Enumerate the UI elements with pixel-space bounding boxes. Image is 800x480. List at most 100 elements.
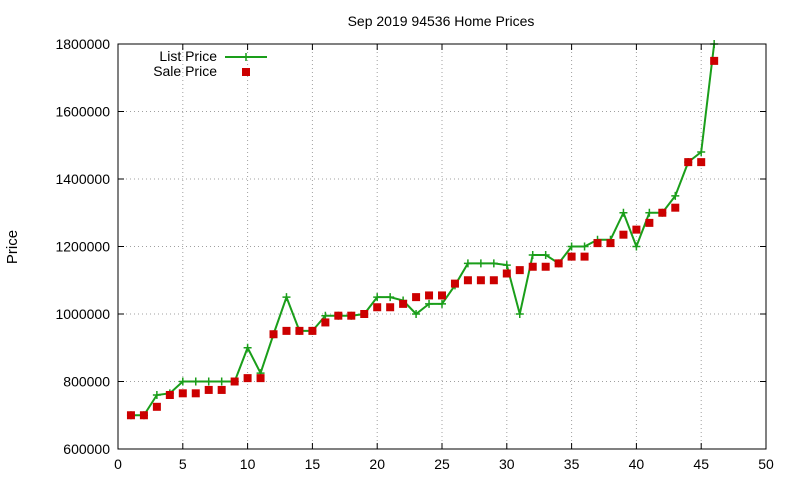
sale-price-point [243, 374, 252, 383]
list-price-point [425, 299, 434, 308]
legend-label-list-price: List Price [159, 48, 217, 64]
list-price-point [489, 259, 498, 268]
axis-ticks: 0 5 10 15 20 25 30 35 40 45 50 600000 800000 1000000 1… [55, 36, 774, 472]
list-price-point [528, 250, 537, 259]
sale-price-point [165, 391, 174, 399]
list-price-point [412, 310, 421, 318]
sale-price-point [541, 262, 550, 271]
legend-label-sale-price: Sale Price [153, 63, 217, 79]
y-tick-label: 1400000 [55, 171, 110, 187]
list-price-point [243, 343, 252, 352]
list-price-point [502, 261, 511, 270]
list-price-point [580, 242, 589, 251]
list-price-line [130, 43, 716, 417]
list-price-point [178, 377, 187, 386]
sale-price-point [360, 310, 369, 318]
x-tick-label: 15 [305, 456, 321, 472]
list-price-point [632, 242, 641, 251]
legend-marker-sale-price [242, 68, 250, 76]
sale-price-point [412, 293, 421, 302]
list-price-point [191, 377, 200, 386]
sale-price-point [191, 389, 200, 398]
x-tick-label: 5 [179, 456, 187, 472]
sale-price-point [126, 411, 135, 420]
sale-price-point [269, 330, 278, 339]
sale-price-point [334, 311, 343, 320]
y-tick-label: 800000 [63, 374, 110, 390]
sale-price-point [152, 402, 161, 411]
sale-price-point [567, 252, 576, 261]
sale-price-point [139, 411, 148, 420]
list-price-point [619, 208, 628, 217]
sale-price-point [425, 291, 434, 300]
list-price-point [152, 391, 161, 399]
y-tick-label: 1800000 [55, 36, 110, 52]
y-tick-label: 600000 [63, 441, 110, 457]
sale-price-point [450, 279, 459, 288]
x-tick-label: 0 [114, 456, 122, 472]
sale-price-point [632, 225, 641, 234]
y-tick-label: 1200000 [55, 239, 110, 255]
plot-series [126, 40, 719, 420]
x-tick-label: 35 [564, 456, 580, 472]
x-tick-label: 40 [629, 456, 645, 472]
sale-price-point [230, 377, 239, 386]
sale-price-point [502, 269, 511, 278]
list-price-point [541, 250, 550, 259]
sale-price-point [684, 158, 693, 167]
x-tick-label: 50 [758, 456, 774, 472]
list-price-point [282, 293, 291, 302]
list-price-point [515, 310, 524, 318]
list-price-point [386, 293, 395, 302]
x-tick-label: 25 [434, 456, 450, 472]
x-tick-label: 45 [693, 456, 709, 472]
sale-price-point [554, 259, 563, 268]
list-price-point [438, 299, 446, 308]
sale-price-point [476, 276, 485, 285]
x-tick-label: 20 [369, 456, 385, 472]
sale-price-point [489, 276, 498, 285]
list-price-point [217, 377, 226, 386]
y-tick-label: 1000000 [55, 306, 110, 322]
list-price-point [373, 293, 382, 302]
legend: List Price Sale Price [153, 48, 267, 79]
sale-price-point [528, 262, 537, 271]
sale-price-point [710, 56, 719, 65]
sale-price-point [373, 303, 382, 312]
list-price-point [567, 242, 576, 251]
sale-price-point [463, 276, 472, 285]
y-tick-label: 1600000 [55, 104, 110, 120]
list-price-point [463, 259, 472, 268]
sale-price-point [295, 326, 304, 335]
sale-price-point [697, 158, 706, 167]
list-price-point [204, 377, 213, 386]
x-tick-label: 10 [240, 456, 256, 472]
sale-price-point [308, 326, 317, 335]
sale-price-point [256, 374, 265, 383]
y-axis-label: Price [4, 230, 21, 264]
sale-price-point [204, 385, 213, 394]
sale-price-point [515, 266, 524, 275]
sale-price-point [645, 218, 654, 227]
sale-price-point [282, 326, 291, 335]
list-price-point [671, 191, 680, 200]
sale-price-point [593, 239, 602, 248]
sale-price-point [658, 208, 667, 217]
sale-price-point [580, 252, 589, 261]
chart-title: Sep 2019 94536 Home Prices [348, 13, 535, 29]
list-price-point [321, 311, 330, 320]
sale-price-point [386, 303, 395, 312]
legend-marker-list-price [242, 53, 250, 61]
sale-price-point [399, 299, 408, 308]
sale-price-point [217, 385, 226, 394]
sale-price-point [606, 239, 615, 248]
sale-price-point [671, 203, 680, 212]
sale-price-point [619, 230, 628, 239]
list-price-point [645, 208, 654, 217]
sale-price-point [321, 318, 330, 327]
sale-price-point [438, 291, 446, 300]
x-tick-label: 30 [499, 456, 515, 472]
list-price-point [476, 259, 485, 268]
grid [118, 44, 766, 449]
